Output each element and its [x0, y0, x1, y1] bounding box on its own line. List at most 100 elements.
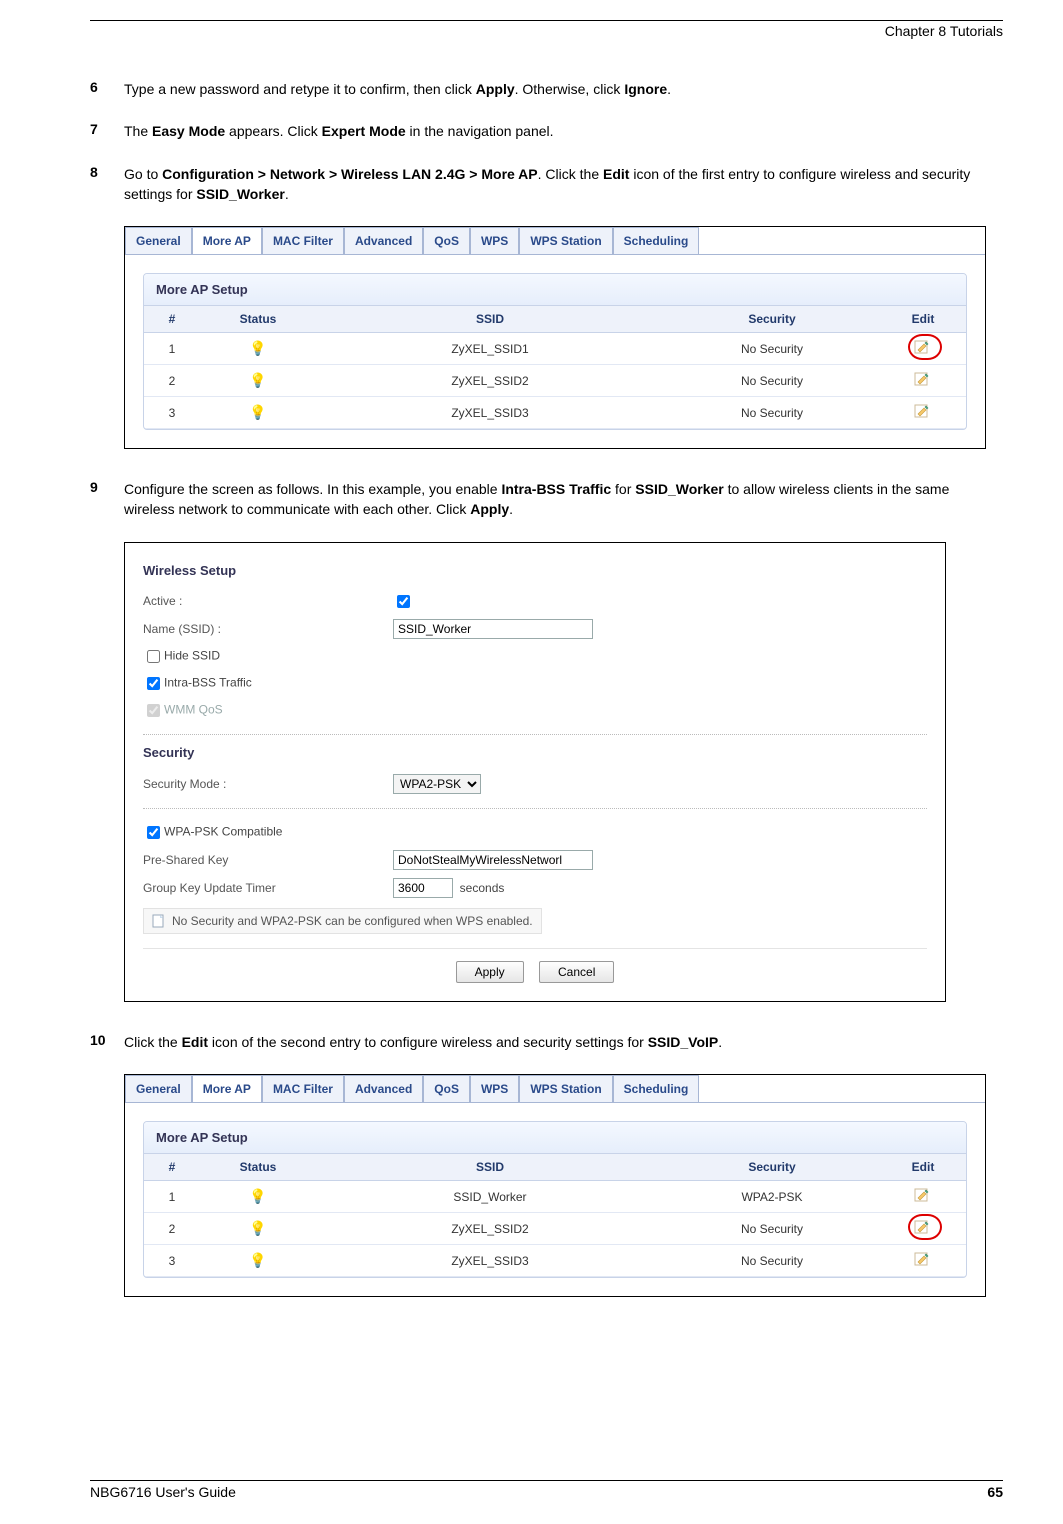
b: SSID_Worker	[196, 186, 284, 202]
tab-wps[interactable]: WPS	[470, 227, 519, 254]
tab-wps-station[interactable]: WPS Station	[519, 1075, 612, 1102]
section-security: Security	[143, 745, 927, 760]
step-text: Type a new password and retype it to con…	[124, 79, 1003, 99]
b: SSID_Worker	[635, 481, 723, 497]
cell-num: 1	[144, 333, 200, 365]
label-active: Active :	[143, 594, 393, 608]
note-wps: No Security and WPA2-PSK can be configur…	[143, 908, 542, 934]
tab-general[interactable]: General	[125, 1075, 192, 1102]
t: icon of the second entry to configure wi…	[208, 1034, 648, 1050]
col-: #	[144, 1154, 200, 1181]
note-text: No Security and WPA2-PSK can be configur…	[172, 914, 533, 928]
tab-qos[interactable]: QoS	[423, 1075, 470, 1102]
col-edit: Edit	[880, 1154, 966, 1181]
t: .	[718, 1034, 722, 1050]
panel-title: More AP Setup	[144, 1122, 966, 1154]
tab-more-ap[interactable]: More AP	[192, 1075, 262, 1102]
bulb-icon: 💡	[249, 404, 266, 420]
edit-icon[interactable]	[914, 1219, 932, 1235]
bulb-icon: 💡	[249, 1188, 266, 1204]
unit-seconds: seconds	[460, 881, 505, 895]
t: appears. Click	[225, 123, 321, 139]
apply-button[interactable]: Apply	[456, 961, 524, 983]
b: Ignore	[624, 81, 667, 97]
tab-more-ap[interactable]: More AP	[192, 227, 262, 254]
table-row: 3💡ZyXEL_SSID3No Security	[144, 1245, 966, 1277]
bulb-icon: 💡	[249, 1252, 266, 1268]
label-wpa-psk-compat: WPA-PSK Compatible	[164, 824, 282, 838]
step-num: 6	[90, 79, 124, 99]
checkbox-wmm-qos[interactable]	[147, 704, 160, 717]
label-psk: Pre-Shared Key	[143, 853, 393, 867]
cell-status: 💡	[200, 333, 316, 365]
col-security: Security	[664, 1154, 880, 1181]
t: for	[611, 481, 635, 497]
input-ssid-name[interactable]	[393, 619, 593, 639]
checkbox-hide-ssid[interactable]	[147, 650, 160, 663]
cell-status: 💡	[200, 1245, 316, 1277]
checkbox-wpa-psk-compat[interactable]	[147, 826, 160, 839]
tab-scheduling[interactable]: Scheduling	[613, 1075, 700, 1102]
tab-advanced[interactable]: Advanced	[344, 227, 423, 254]
select-security-mode[interactable]: WPA2-PSK	[393, 774, 481, 794]
tab-scheduling[interactable]: Scheduling	[613, 227, 700, 254]
edit-icon[interactable]	[914, 371, 932, 387]
cell-ssid: SSID_Worker	[316, 1181, 664, 1213]
t: Click the	[124, 1034, 182, 1050]
t: Configure the screen as follows. In this…	[124, 481, 501, 497]
col-security: Security	[664, 306, 880, 333]
cell-edit	[880, 1181, 966, 1213]
step-8: 8 Go to Configuration > Network > Wirele…	[90, 164, 1003, 205]
cell-ssid: ZyXEL_SSID3	[316, 397, 664, 429]
page-icon	[152, 914, 166, 928]
edit-icon[interactable]	[914, 339, 932, 355]
label-group-key-timer: Group Key Update Timer	[143, 881, 393, 895]
col-status: Status	[200, 306, 316, 333]
tab-wps[interactable]: WPS	[470, 1075, 519, 1102]
cell-edit	[880, 1245, 966, 1277]
cell-status: 💡	[200, 397, 316, 429]
b: Configuration > Network > Wireless LAN 2…	[162, 166, 538, 182]
cell-ssid: ZyXEL_SSID2	[316, 365, 664, 397]
checkbox-active[interactable]	[397, 595, 410, 608]
bulb-icon: 💡	[249, 372, 266, 388]
tab-advanced[interactable]: Advanced	[344, 1075, 423, 1102]
highlight-circle	[908, 334, 942, 360]
tab-mac-filter[interactable]: MAC Filter	[262, 1075, 344, 1102]
input-psk[interactable]	[393, 850, 593, 870]
tab-qos[interactable]: QoS	[423, 227, 470, 254]
highlight-circle	[908, 1214, 942, 1240]
b: Edit	[182, 1034, 208, 1050]
cancel-button[interactable]: Cancel	[539, 961, 614, 983]
t: .	[509, 501, 513, 517]
tab-mac-filter[interactable]: MAC Filter	[262, 227, 344, 254]
cell-ssid: ZyXEL_SSID3	[316, 1245, 664, 1277]
step-text: Configure the screen as follows. In this…	[124, 479, 1003, 520]
cell-ssid: ZyXEL_SSID1	[316, 333, 664, 365]
bulb-icon: 💡	[249, 340, 266, 356]
checkbox-intra-bss[interactable]	[147, 677, 160, 690]
step-10: 10 Click the Edit icon of the second ent…	[90, 1032, 1003, 1052]
cell-security: No Security	[664, 365, 880, 397]
panel-more-ap-setup: More AP Setup #StatusSSIDSecurityEdit1💡S…	[143, 1121, 967, 1278]
t: . Otherwise, click	[515, 81, 625, 97]
step-text: Click the Edit icon of the second entry …	[124, 1032, 1003, 1052]
tab-wps-station[interactable]: WPS Station	[519, 227, 612, 254]
col-status: Status	[200, 1154, 316, 1181]
col-ssid: SSID	[316, 1154, 664, 1181]
b: Expert Mode	[322, 123, 406, 139]
edit-icon[interactable]	[914, 1251, 932, 1267]
table-row: 2💡ZyXEL_SSID2No Security	[144, 365, 966, 397]
table-row: 2💡ZyXEL_SSID2No Security	[144, 1213, 966, 1245]
page-footer: NBG6716 User's Guide 65	[90, 1480, 1003, 1500]
step-9: 9 Configure the screen as follows. In th…	[90, 479, 1003, 520]
step-num: 10	[90, 1032, 124, 1052]
b: Intra-BSS Traffic	[501, 481, 611, 497]
edit-icon[interactable]	[914, 403, 932, 419]
input-group-key-timer[interactable]	[393, 878, 453, 898]
tab-general[interactable]: General	[125, 227, 192, 254]
cell-security: No Security	[664, 397, 880, 429]
step-text: The Easy Mode appears. Click Expert Mode…	[124, 121, 1003, 141]
edit-icon[interactable]	[914, 1187, 932, 1203]
page-header: Chapter 8 Tutorials	[90, 20, 1003, 39]
